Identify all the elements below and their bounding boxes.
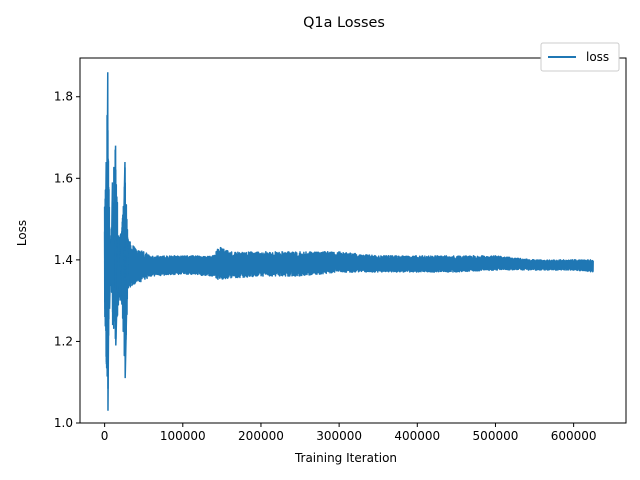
y-tick-label: 1.6 (54, 171, 73, 185)
chart-title: Q1a Losses (303, 15, 385, 31)
y-tick-label: 1.2 (54, 334, 73, 348)
y-tick-label: 1.4 (54, 253, 73, 267)
x-tick-label: 0 (101, 429, 109, 443)
legend-box (540, 42, 620, 72)
y-tick-label: 1.8 (54, 90, 73, 104)
x-axis-label: Training Iteration (294, 451, 397, 465)
x-tick-label: 400000 (394, 429, 440, 443)
x-tick-label: 300000 (316, 429, 362, 443)
x-tick-label: 200000 (238, 429, 284, 443)
plot-frame (79, 57, 627, 424)
x-tick-label: 500000 (473, 429, 519, 443)
series-line-loss (103, 114, 594, 390)
plot-area (103, 72, 594, 411)
x-axis: 0 100000 200000 300000 400000 500000 600000 (101, 423, 597, 443)
series-spikes-loss (103, 72, 130, 411)
y-axis: 1.0 1.2 1.4 1.6 1.8 (54, 90, 80, 430)
x-tick-label: 100000 (160, 429, 206, 443)
y-axis-label: Loss (15, 220, 29, 246)
y-tick-label: 1.0 (54, 416, 73, 430)
legend-label-loss: loss (586, 50, 609, 64)
x-tick-label: 600000 (551, 429, 597, 443)
legend: loss (540, 42, 620, 72)
